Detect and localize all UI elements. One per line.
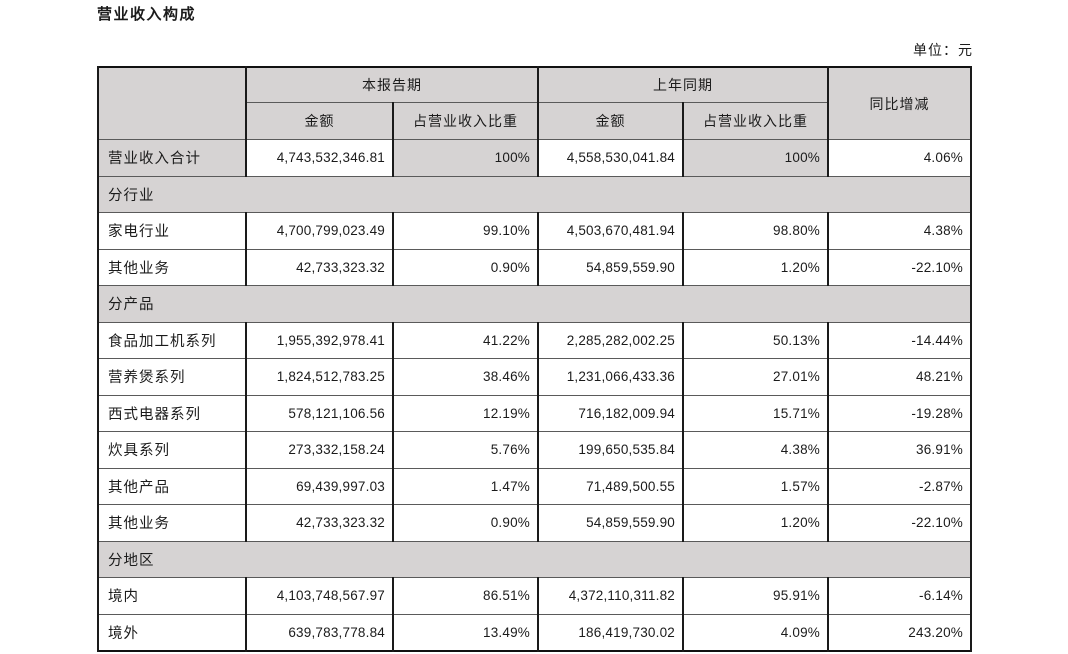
- prior-proportion: 50.13%: [682, 321, 829, 359]
- current-amount: 42,733,323.32: [245, 504, 394, 542]
- prior-proportion: 1.20%: [682, 248, 829, 286]
- section-label: 分地区: [97, 540, 972, 578]
- current-proportion: 13.49%: [392, 613, 539, 651]
- current-proportion: 99.10%: [392, 212, 539, 250]
- prior-amount: 4,503,670,481.94: [537, 212, 684, 250]
- prior-amount: 716,182,009.94: [537, 394, 684, 432]
- prior-proportion: 4.09%: [682, 613, 829, 651]
- header-amount-current: 金额: [245, 102, 394, 140]
- prior-proportion: 27.01%: [682, 358, 829, 396]
- data-row: 食品加工机系列 1,955,392,978.41 41.22% 2,285,282,0…: [97, 321, 972, 359]
- current-amount: 1,824,512,783.25: [245, 358, 394, 396]
- current-amount: 4,700,799,023.49: [245, 212, 394, 250]
- yoy-change: -22.10%: [827, 248, 972, 286]
- prior-proportion: 4.38%: [682, 431, 829, 469]
- yoy-change: 4.06%: [827, 139, 972, 177]
- prior-amount: 4,558,530,041.84: [537, 139, 684, 177]
- yoy-change: 243.20%: [827, 613, 972, 651]
- prior-amount: 54,859,559.90: [537, 504, 684, 542]
- prior-amount: 199,650,535.84: [537, 431, 684, 469]
- header-prior-period: 上年同期: [537, 66, 829, 103]
- data-row: 其他业务 42,733,323.32 0.90% 54,859,559.90 1.20%…: [97, 504, 972, 542]
- current-amount: 1,955,392,978.41: [245, 321, 394, 359]
- data-row: 西式电器系列 578,121,106.56 12.19% 716,182,009.94…: [97, 394, 972, 432]
- table-body: 营业收入合计 4,743,532,346.81 100% 4,558,530,041.…: [97, 139, 972, 651]
- data-row: 营业收入合计 4,743,532,346.81 100% 4,558,530,041.…: [97, 139, 972, 177]
- section-row: 分行业: [97, 175, 972, 213]
- prior-proportion: 95.91%: [682, 577, 829, 615]
- data-row: 炊具系列 273,332,158.24 5.76% 199,650,535.84 4.3…: [97, 431, 972, 469]
- current-amount: 639,783,778.84: [245, 613, 394, 651]
- data-row: 家电行业 4,700,799,023.49 99.10% 4,503,670,481.…: [97, 212, 972, 250]
- data-row: 营养煲系列 1,824,512,783.25 38.46% 1,231,066,433…: [97, 358, 972, 396]
- yoy-change: -6.14%: [827, 577, 972, 615]
- prior-amount: 71,489,500.55: [537, 467, 684, 505]
- prior-amount: 2,285,282,002.25: [537, 321, 684, 359]
- section-label: 分产品: [97, 285, 972, 323]
- table-header: 本报告期 上年同期 同比增减 金额 占营业收入比重 金额 占营业收入比重: [97, 66, 972, 140]
- current-proportion: 38.46%: [392, 358, 539, 396]
- prior-proportion: 98.80%: [682, 212, 829, 250]
- data-row: 境内 4,103,748,567.97 86.51% 4,372,110,311.82…: [97, 577, 972, 615]
- header-row-periods: 本报告期 上年同期 同比增减: [97, 66, 972, 140]
- current-proportion: 41.22%: [392, 321, 539, 359]
- prior-amount: 54,859,559.90: [537, 248, 684, 286]
- yoy-change: 4.38%: [827, 212, 972, 250]
- yoy-change: -19.28%: [827, 394, 972, 432]
- row-label: 炊具系列: [97, 431, 247, 469]
- header-row-subcolumns: 金额 占营业收入比重 金额 占营业收入比重: [98, 102, 971, 140]
- prior-proportion: 15.71%: [682, 394, 829, 432]
- section-row: 分地区: [97, 540, 972, 578]
- header-current-period: 本报告期: [245, 66, 539, 103]
- prior-proportion: 1.57%: [682, 467, 829, 505]
- current-amount: 273,332,158.24: [245, 431, 394, 469]
- current-proportion: 1.47%: [392, 467, 539, 505]
- header-proportion-current: 占营业收入比重: [392, 102, 539, 140]
- current-amount: 578,121,106.56: [245, 394, 394, 432]
- header-amount-prior: 金额: [537, 102, 684, 140]
- row-label: 境外: [97, 613, 247, 651]
- yoy-change: -2.87%: [827, 467, 972, 505]
- yoy-change: -22.10%: [827, 504, 972, 542]
- current-proportion: 86.51%: [392, 577, 539, 615]
- prior-proportion: 1.20%: [682, 504, 829, 542]
- current-proportion: 12.19%: [392, 394, 539, 432]
- prior-proportion: 100%: [682, 139, 829, 177]
- current-proportion: 0.90%: [392, 248, 539, 286]
- yoy-change: -14.44%: [827, 321, 972, 359]
- row-label: 营养煲系列: [97, 358, 247, 396]
- header-empty-cell: [97, 66, 247, 140]
- row-label: 家电行业: [97, 212, 247, 250]
- prior-amount: 4,372,110,311.82: [537, 577, 684, 615]
- current-amount: 69,439,997.03: [245, 467, 394, 505]
- current-amount: 42,733,323.32: [245, 248, 394, 286]
- current-proportion: 100%: [392, 139, 539, 177]
- unit-label: 单位：元: [913, 44, 973, 59]
- revenue-composition-table: 本报告期 上年同期 同比增减 金额 占营业收入比重 金额 占营业收入比重 营业收…: [97, 66, 972, 652]
- data-row: 境外 639,783,778.84 13.49% 186,419,730.02 4.09…: [97, 613, 972, 651]
- data-row: 其他产品 69,439,997.03 1.47% 71,489,500.55 1.57%…: [97, 467, 972, 505]
- header-yoy-change: 同比增减: [827, 66, 972, 140]
- current-proportion: 5.76%: [392, 431, 539, 469]
- row-label: 其他业务: [97, 248, 247, 286]
- row-label: 境内: [97, 577, 247, 615]
- header-proportion-prior: 占营业收入比重: [682, 102, 829, 140]
- row-label: 其他业务: [97, 504, 247, 542]
- row-label: 食品加工机系列: [97, 321, 247, 359]
- page-title: 营业收入构成: [97, 6, 197, 23]
- section-label: 分行业: [97, 175, 972, 213]
- current-amount: 4,103,748,567.97: [245, 577, 394, 615]
- yoy-change: 36.91%: [827, 431, 972, 469]
- data-row: 其他业务 42,733,323.32 0.90% 54,859,559.90 1.20%…: [97, 248, 972, 286]
- row-label: 西式电器系列: [97, 394, 247, 432]
- section-row: 分产品: [97, 285, 972, 323]
- prior-amount: 186,419,730.02: [537, 613, 684, 651]
- yoy-change: 48.21%: [827, 358, 972, 396]
- row-label: 其他产品: [97, 467, 247, 505]
- prior-amount: 1,231,066,433.36: [537, 358, 684, 396]
- current-proportion: 0.90%: [392, 504, 539, 542]
- row-label: 营业收入合计: [97, 139, 247, 177]
- current-amount: 4,743,532,346.81: [245, 139, 394, 177]
